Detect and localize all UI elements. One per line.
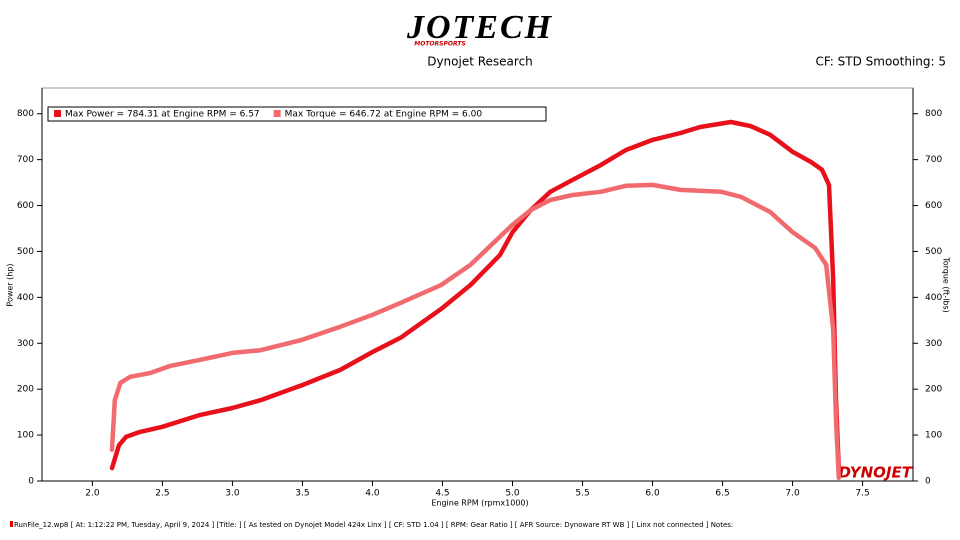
legend-label: Max Torque = 646.72 at Engine RPM = 6.00 [285, 110, 483, 120]
x-tick-label: 6.5 [715, 489, 729, 499]
x-axis-label: Engine RPM (rpmx1000) [431, 499, 528, 508]
legend-swatch [273, 110, 281, 117]
x-tick-label: 2.5 [155, 489, 169, 499]
x-tick-label: 3.0 [225, 489, 240, 499]
y-tick-label: 400 [17, 293, 34, 303]
y2-tick-label: 500 [925, 247, 942, 257]
series-line [109, 182, 842, 481]
y2-tick-label: 300 [925, 339, 942, 349]
logo: JOTECH [406, 9, 553, 46]
y-tick-label: 700 [17, 155, 34, 165]
y-tick-label: 600 [17, 201, 34, 211]
x-tick-label: 5.0 [505, 489, 520, 499]
y-tick-label: 0 [28, 477, 34, 487]
settings: CF: STD Smoothing: 5 [815, 55, 946, 69]
legend [47, 106, 547, 122]
watermark: DYNOJET [838, 464, 913, 482]
legend-swatch [54, 110, 61, 117]
x-tick-label: 5.5 [575, 489, 589, 499]
legend-label: Max Power = 784.31 at Engine RPM = 6.57 [65, 110, 260, 120]
x-tick-label: 4.0 [365, 489, 380, 499]
x-tick-label: 7.0 [785, 489, 800, 499]
y2-axis-label: Torque (ft-lbs) [942, 256, 951, 313]
x-tick-label: 7.5 [855, 489, 869, 499]
y-axis-label: Power (hp) [6, 263, 15, 306]
y2-tick-label: 200 [925, 385, 942, 395]
y2-tick-label: 600 [925, 201, 942, 211]
y-tick-label: 200 [17, 385, 34, 395]
y2-tick-label: 700 [925, 155, 942, 165]
y-tick-label: 100 [17, 431, 34, 441]
x-tick-label: 6.0 [645, 489, 660, 499]
y-tick-label: 300 [17, 339, 34, 349]
y2-tick-label: 400 [925, 293, 942, 303]
x-tick-label: 3.5 [295, 489, 309, 499]
y2-tick-label: 800 [925, 109, 942, 119]
y2-tick-label: 100 [925, 431, 942, 441]
x-tick-label: 2.0 [85, 489, 100, 499]
x-tick-label: 4.5 [435, 489, 449, 499]
series-line [109, 119, 842, 473]
y2-tick-label: 0 [925, 477, 931, 487]
logo-sub: MOTORSPORTS [414, 41, 465, 48]
y-tick-label: 500 [17, 247, 34, 257]
plot-area [41, 87, 914, 482]
y-tick-label: 800 [17, 109, 34, 119]
file-icon [10, 521, 13, 527]
footer: RunFile_12.wp8 [ At: 1:12:22 PM, Tuesday… [14, 521, 733, 529]
subtitle: Dynojet Research [427, 55, 533, 69]
